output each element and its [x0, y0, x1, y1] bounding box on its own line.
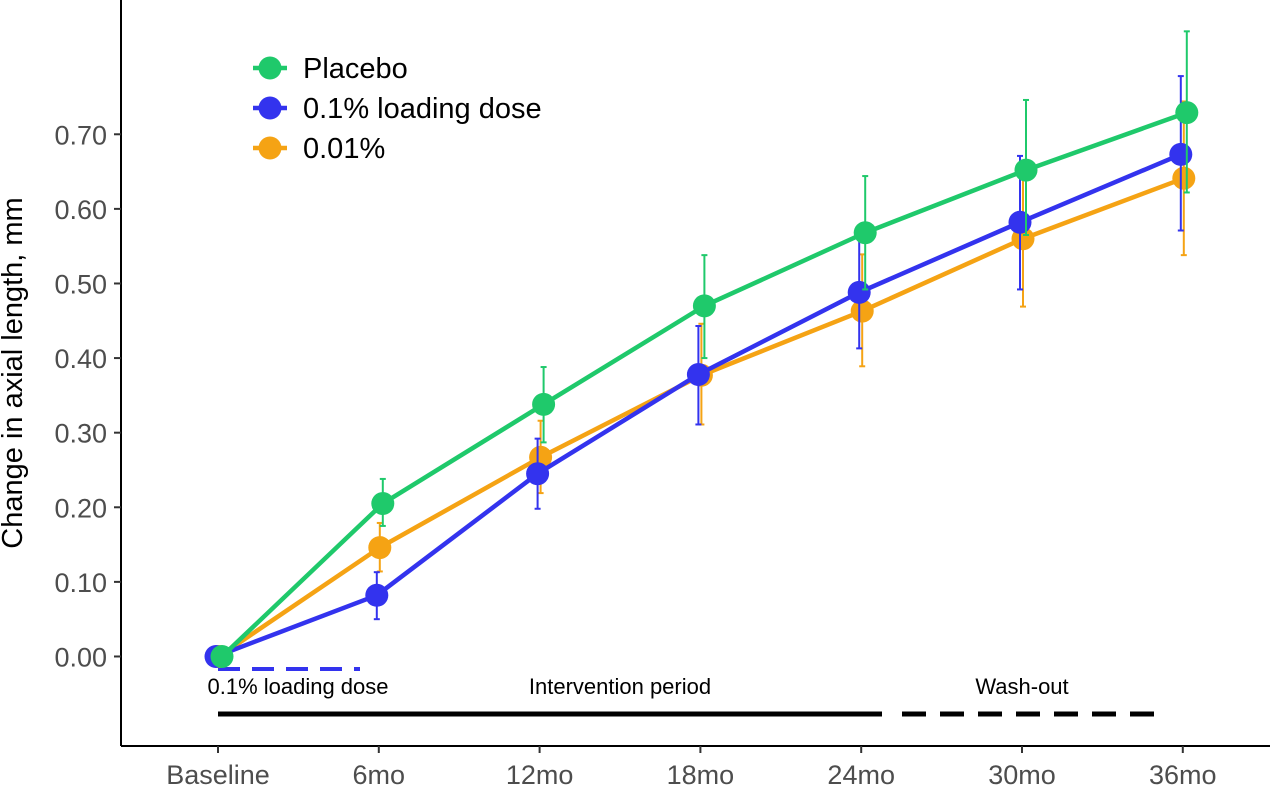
- x-tick-label: 36mo: [1149, 760, 1217, 785]
- x-axis-ticks: Baseline 6mo 12mo 18mo 24mo 30mo 36mo: [166, 746, 1217, 785]
- x-tick-label: 12mo: [506, 760, 574, 785]
- legend-label: Placebo: [303, 53, 408, 85]
- data-point: [365, 583, 389, 607]
- y-tick-label: 0.50: [54, 269, 107, 299]
- data-point: [686, 362, 710, 386]
- data-point: [1169, 142, 1193, 166]
- x-tick-label: 18mo: [667, 760, 735, 785]
- legend: Placebo 0.1% loading dose 0.01%: [253, 53, 542, 165]
- legend-key-marker: [258, 136, 282, 160]
- legend-label: 0.01%: [303, 133, 385, 165]
- legend-key-marker: [258, 96, 282, 120]
- data-point: [692, 294, 716, 318]
- y-tick-label: 0.40: [54, 344, 107, 374]
- data-point: [368, 536, 392, 560]
- series-placebo: [210, 30, 1199, 668]
- y-tick-label: 0.30: [54, 419, 107, 449]
- series-group: [204, 30, 1199, 668]
- x-tick-label: 24mo: [827, 760, 895, 785]
- data-point: [847, 280, 871, 304]
- axes: [120, 0, 1270, 747]
- data-point: [1175, 101, 1199, 125]
- x-tick-label: 30mo: [988, 760, 1056, 785]
- data-point: [1172, 166, 1196, 190]
- data-point: [850, 299, 874, 323]
- y-tick-label: 0.00: [54, 642, 107, 672]
- x-tick-label: 6mo: [353, 760, 406, 785]
- data-point: [1014, 158, 1038, 182]
- data-point: [371, 492, 395, 516]
- y-tick-label: 0.20: [54, 493, 107, 523]
- data-point: [1008, 210, 1032, 234]
- y-tick-label: 0.70: [54, 120, 107, 150]
- y-axis-ticks: 0.00 0.10 0.20 0.30 0.40 0.50 0.60 0.70: [54, 120, 121, 672]
- series-0-1-loading-dose: [204, 75, 1193, 668]
- data-point: [532, 392, 556, 416]
- period-annotations: 0.1% loading dose Intervention period Wa…: [207, 667, 1168, 717]
- intervention-period-label: Intervention period: [529, 674, 711, 699]
- y-tick-label: 0.60: [54, 195, 107, 225]
- washout-label: Wash-out: [975, 674, 1068, 699]
- y-tick-label: 0.10: [54, 568, 107, 598]
- data-point: [210, 644, 234, 668]
- x-tick-label: Baseline: [166, 760, 270, 785]
- y-axis-title: Change in axial length, mm: [0, 197, 29, 548]
- data-point: [526, 462, 550, 486]
- legend-label: 0.1% loading dose: [303, 93, 542, 125]
- data-point: [853, 221, 877, 245]
- loading-dose-label: 0.1% loading dose: [207, 674, 388, 699]
- legend-key-marker: [258, 56, 282, 80]
